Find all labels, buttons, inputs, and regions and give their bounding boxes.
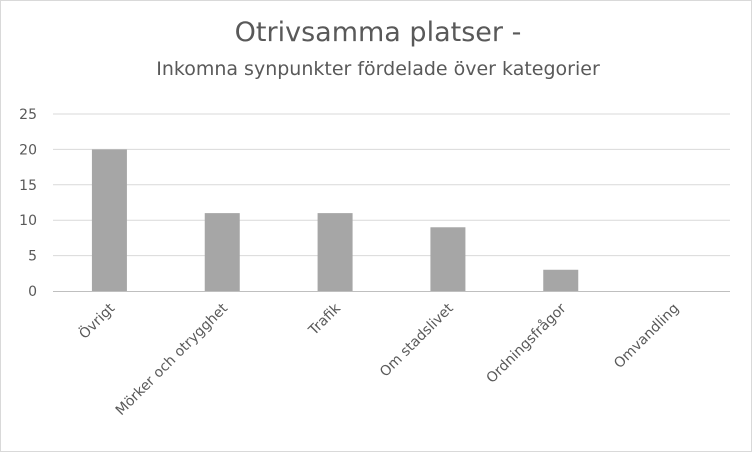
x-category-label: Om stadslivet xyxy=(377,300,457,380)
bar xyxy=(317,213,353,291)
y-tick-label: 20 xyxy=(19,142,37,158)
y-axis-ticks: 0 5 10 15 20 25 xyxy=(19,107,37,300)
y-tick-label: 5 xyxy=(28,249,37,265)
x-category-label: Trafik xyxy=(305,300,344,339)
y-tick-label: 25 xyxy=(19,107,37,123)
chart-subtitle: Inkomna synpunkter fördelade över katego… xyxy=(156,58,600,80)
y-tick-label: 10 xyxy=(19,213,37,229)
gridlines xyxy=(53,113,730,257)
chart-title: Otrivsamma platser - xyxy=(235,17,522,48)
x-category-label: Övrigt xyxy=(75,299,119,343)
bar xyxy=(204,213,240,291)
x-category-label: Ordningsfrågor xyxy=(483,300,570,387)
bar xyxy=(91,149,127,291)
x-category-label: Mörker och otrygghet xyxy=(113,300,232,419)
y-tick-label: 0 xyxy=(28,284,37,300)
y-tick-label: 15 xyxy=(19,178,37,194)
x-category-label: Omvandling xyxy=(611,301,682,372)
bar xyxy=(543,269,579,291)
bar xyxy=(430,227,466,291)
bars xyxy=(91,149,579,291)
